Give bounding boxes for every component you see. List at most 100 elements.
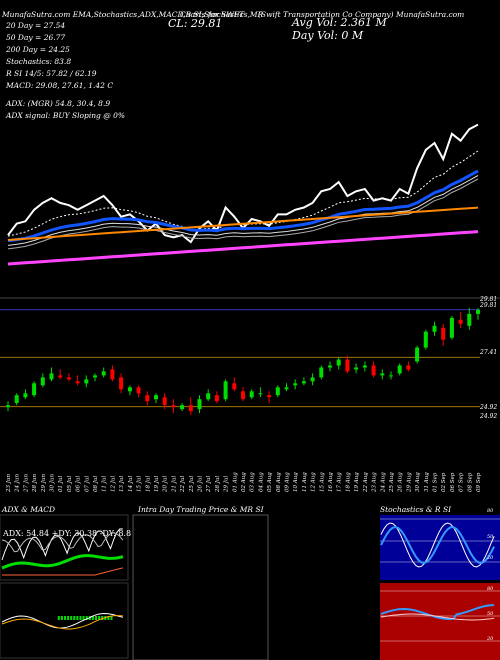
candle-body xyxy=(354,367,359,370)
date-tick-label: 05 Jul xyxy=(67,476,73,492)
candle-body xyxy=(40,377,45,386)
candle-body xyxy=(171,405,176,408)
candle-body xyxy=(75,381,80,384)
price-axis-label: 24.92 xyxy=(480,413,498,420)
date-tick-label: 26 Aug xyxy=(398,472,404,493)
date-tick-label: 06 Jul xyxy=(76,476,82,492)
date-tick-label: 15 Aug xyxy=(319,472,325,492)
macd-histogram-bar xyxy=(70,616,73,620)
stoch-tick: 20 xyxy=(487,555,494,561)
date-tick-label: 02 Sep xyxy=(441,472,447,492)
adx-minus-di-line xyxy=(1,532,124,553)
candle-body xyxy=(319,367,324,378)
candle-body xyxy=(110,369,115,380)
date-tick-label: 06 Sep xyxy=(450,472,456,492)
date-tick-label: 05 Aug xyxy=(267,472,273,492)
ema-envelope-line xyxy=(7,175,479,246)
date-tick-label: 23 Jun xyxy=(6,474,12,493)
rsi-panel xyxy=(380,583,500,660)
date-tick-label: 18 Jul xyxy=(145,476,151,492)
candle-body xyxy=(6,405,10,408)
date-tick-label: 24 Jun xyxy=(15,474,21,493)
macd-histogram-bar xyxy=(107,616,110,620)
candle-body xyxy=(293,383,298,386)
candle-body xyxy=(267,395,272,398)
date-tick-label: 23 Aug xyxy=(372,472,378,493)
date-tick-label: 19 Jul xyxy=(154,476,160,492)
date-tick-label: 16 Aug xyxy=(328,472,334,492)
candle-body xyxy=(284,387,289,390)
date-tick-label: 31 Aug xyxy=(424,472,430,492)
candle-body xyxy=(275,387,280,396)
date-tick-label: 29 Jul xyxy=(224,476,230,493)
candle-body xyxy=(241,391,245,400)
indicators-header: MunafaSutra.com EMA,Stochastics,ADX,MACD… xyxy=(2,10,264,19)
stoch-tick: 80 xyxy=(487,508,494,514)
candle-body xyxy=(136,387,141,394)
date-tick-label: 30 Jun xyxy=(50,474,56,492)
candle-body xyxy=(23,393,28,398)
macd-histogram-bar xyxy=(98,616,101,620)
date-tick-label: 29 Aug xyxy=(406,472,412,493)
candle-body xyxy=(467,313,472,326)
date-tick-label: 01 Sep xyxy=(433,472,439,492)
stochastics-label: Stochastics: 83.8 xyxy=(6,57,72,66)
date-tick-label: 20 Jul xyxy=(163,476,169,493)
candle-body xyxy=(458,319,463,324)
macd-histogram-bar xyxy=(64,616,66,620)
date-tick-label: 14 Jul xyxy=(128,476,134,492)
date-tick-label: 12 Jul xyxy=(110,476,116,492)
macd-histogram-bar xyxy=(67,616,70,620)
candle-body xyxy=(415,347,420,362)
date-tick-label: 10 Aug xyxy=(293,472,299,492)
candle-body xyxy=(449,317,454,338)
macd-histogram-bar xyxy=(85,616,88,620)
candle-body xyxy=(258,393,263,395)
macd-histogram-bar xyxy=(110,616,113,620)
candle-body xyxy=(101,371,106,376)
price-axis-label: 24.92 xyxy=(480,404,498,411)
candle-body xyxy=(397,365,402,374)
close-price-label: CL: 29.81 xyxy=(168,17,223,30)
macd-histogram-bar xyxy=(57,616,60,620)
date-tick-label: 08 Jul xyxy=(93,476,99,492)
candle-body xyxy=(154,395,158,400)
macd-histogram-bar xyxy=(91,616,94,620)
date-tick-label: 27 Jun xyxy=(23,474,29,493)
company-label: (Swift Transportation Co Company) Munafa… xyxy=(258,10,465,19)
date-tick-label: 28 Jul xyxy=(215,476,221,493)
ema-200-line xyxy=(7,230,479,266)
adx-panel xyxy=(0,514,129,581)
date-tick-label: 02 Aug xyxy=(241,472,247,492)
macd-histogram-bar xyxy=(95,616,97,620)
date-tick-label: 22 Jul xyxy=(180,476,186,493)
stochastics-panel-title: Stochastics & R SI xyxy=(380,505,452,514)
candle-body xyxy=(119,377,124,390)
day-volume-label: Day Vol: 0 M xyxy=(292,29,364,42)
date-tick-label: 08 Sep xyxy=(467,472,473,492)
macd-label: MACD: 29.08, 27.61, 1.42 C xyxy=(6,81,114,90)
stoch-k-line xyxy=(380,522,495,568)
rsi-line xyxy=(380,604,495,620)
candle-body xyxy=(49,373,54,380)
macd-histogram-bar xyxy=(76,616,79,620)
candle-body xyxy=(145,395,150,402)
candle-body xyxy=(345,359,350,372)
candle-body xyxy=(188,405,193,412)
adx-signal-label: ADX signal: BUY Sloping @ 0% xyxy=(6,111,126,120)
candle-body xyxy=(371,365,376,376)
macd-histogram-bar xyxy=(73,616,76,620)
adx-signal-line xyxy=(2,567,124,576)
candle-body xyxy=(406,365,411,370)
candle-body xyxy=(214,395,219,402)
date-tick-label: 11 Aug xyxy=(302,472,308,492)
date-tick-label: 28 Jun xyxy=(32,474,38,493)
date-tick-label: 07 Sep xyxy=(459,472,465,492)
candle-body xyxy=(310,377,315,382)
rsi-tick: 80 xyxy=(487,586,494,592)
macd-histogram-bar xyxy=(79,616,82,620)
date-tick-label: 30 Aug xyxy=(415,472,421,492)
date-tick-label: 21 Jul xyxy=(171,476,177,493)
date-tick-label: 12 Aug xyxy=(311,472,317,492)
